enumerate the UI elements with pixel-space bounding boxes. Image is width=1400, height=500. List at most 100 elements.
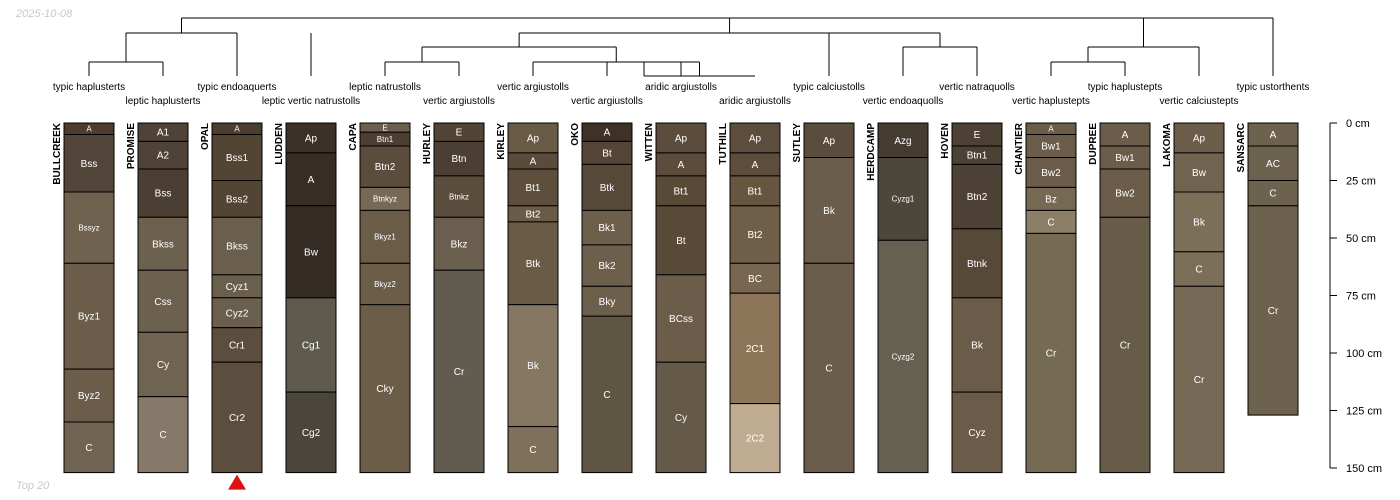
horizon-block	[507, 426, 559, 474]
horizon-label: Bw	[304, 247, 319, 258]
horizon-block	[63, 368, 115, 423]
horizon-block	[1025, 232, 1077, 474]
horizon-block	[1099, 216, 1151, 474]
horizon-label: Bt1	[525, 183, 540, 194]
horizon-label: Cky	[376, 384, 393, 395]
horizon-block	[729, 205, 781, 264]
horizon-block	[581, 244, 633, 287]
horizon-block	[803, 122, 855, 158]
horizon-block	[729, 262, 781, 294]
horizon-label: Bkz	[451, 239, 468, 250]
horizon-label: Btn1	[377, 135, 394, 144]
horizon-label: Byz2	[78, 391, 101, 402]
horizon-label: Ap	[823, 136, 836, 147]
depth-tick-label: 25 cm	[1346, 176, 1376, 188]
horizon-label: Bss1	[226, 153, 249, 164]
horizon-label: E	[456, 128, 463, 139]
horizon-label: Cy	[675, 413, 687, 424]
horizon-block	[1247, 205, 1299, 416]
horizon-label: Cr	[1120, 340, 1131, 351]
horizon-label: Bss	[155, 189, 172, 200]
horizon-block	[729, 292, 781, 405]
horizon-label: BC	[748, 274, 762, 285]
horizon-label: Bw2	[1041, 168, 1061, 179]
horizon-label: Bw2	[1115, 189, 1135, 200]
horizon-label: A	[234, 125, 240, 134]
horizon-block	[137, 331, 189, 398]
horizon-block	[433, 140, 485, 177]
horizon-label: Bkyz1	[374, 233, 396, 242]
horizon-label: E	[974, 130, 981, 141]
profile-name: CAPA	[348, 123, 359, 151]
date-label: 2025-10-08	[16, 8, 73, 20]
horizon-block	[507, 168, 559, 207]
taxon-label: typic endoaquerts	[198, 82, 277, 93]
horizon-label: Bky	[599, 297, 616, 308]
taxon-label: aridic argiustolls	[645, 82, 717, 93]
horizon-block	[951, 391, 1003, 474]
horizon-block	[655, 361, 707, 474]
horizon-block	[951, 228, 1003, 299]
horizon-label: A2	[157, 151, 170, 162]
profile-name: DUPREE	[1088, 123, 1099, 165]
footer-label: Top 20	[16, 480, 50, 492]
taxon-label: typic haplustepts	[1088, 82, 1163, 93]
horizon-block	[581, 163, 633, 211]
horizon-block	[359, 262, 411, 306]
horizon-label: Bw1	[1115, 153, 1135, 164]
horizon-label: Css	[154, 297, 171, 308]
horizon-label: Bw	[1192, 168, 1207, 179]
horizon-label: Cg2	[302, 428, 321, 439]
horizon-block	[63, 421, 115, 474]
horizon-block	[729, 403, 781, 474]
horizon-block	[877, 239, 929, 474]
horizon-label: Bw1	[1041, 142, 1061, 153]
profile-name: HERDCAMP	[866, 123, 877, 181]
horizon-block	[877, 122, 929, 158]
horizon-label: Cyz	[968, 428, 985, 439]
profile-name: PROMISE	[126, 123, 137, 169]
taxon-label: vertic argiustolls	[423, 96, 495, 107]
profile-name: HOVEN	[940, 123, 951, 159]
horizon-label: Bk	[971, 340, 984, 351]
horizon-label: Bt	[602, 148, 612, 159]
horizon-label: Btk	[526, 259, 541, 270]
taxon-label: typic ustorthents	[1237, 82, 1310, 93]
horizon-label: Bt1	[673, 186, 688, 197]
taxon-label: leptic natrustolls	[349, 82, 421, 93]
horizon-label: Btnkz	[449, 192, 469, 201]
profile-name: OKO	[570, 123, 581, 146]
depth-tick-label: 100 cm	[1346, 348, 1382, 360]
profile-name: OPAL	[200, 123, 211, 150]
horizon-block	[1173, 251, 1225, 287]
horizon-label: Cr	[454, 367, 465, 378]
horizon-block	[655, 274, 707, 363]
horizon-label: A	[678, 160, 685, 171]
horizon-label: C	[529, 445, 536, 456]
horizon-label: A	[752, 160, 759, 171]
horizon-label: Bt1	[747, 186, 762, 197]
horizon-label: Bk2	[598, 261, 616, 272]
profile-name: BULLCREEK	[52, 122, 63, 184]
horizon-block	[137, 168, 189, 218]
horizon-block	[803, 157, 855, 264]
horizon-label: Cyzg2	[892, 352, 915, 361]
horizon-label: AC	[1266, 159, 1280, 170]
profile-name: WITTEN	[644, 123, 655, 161]
horizon-block	[507, 304, 559, 428]
taxon-label: vertic endoaquolls	[863, 96, 944, 107]
horizon-label: A	[1270, 130, 1277, 141]
horizon-label: Btn2	[967, 192, 988, 203]
horizon-label: Btk	[600, 183, 615, 194]
profile-name: SANSARC	[1236, 123, 1247, 172]
horizon-block	[285, 297, 337, 393]
horizon-block	[729, 175, 781, 207]
horizon-block	[211, 361, 263, 474]
horizon-label: C	[159, 430, 166, 441]
horizon-block	[1173, 191, 1225, 253]
horizon-label: Bss2	[226, 194, 249, 205]
horizon-block	[63, 134, 115, 193]
profile-name: LAKOMA	[1162, 123, 1173, 167]
selected-profile-marker	[228, 474, 246, 490]
